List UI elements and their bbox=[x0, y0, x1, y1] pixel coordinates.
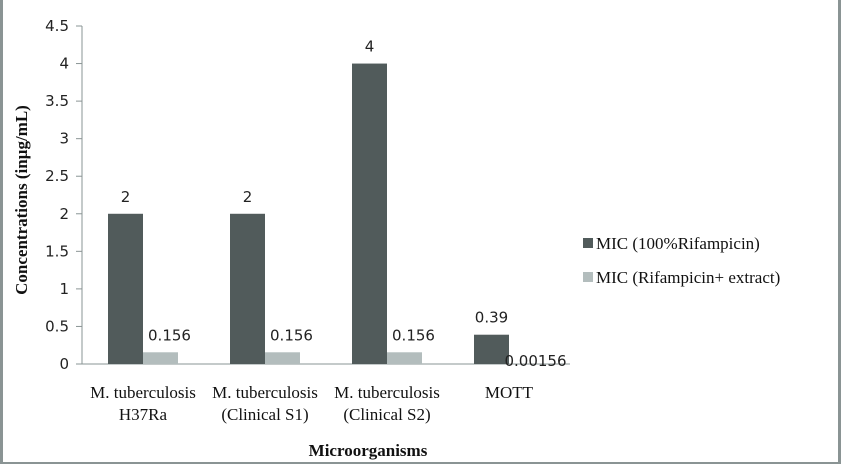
y-tick-label: 2.5 bbox=[45, 167, 69, 185]
legend-label: MIC (Rifampicin+ extract) bbox=[596, 268, 780, 287]
y-tick-label: 3.5 bbox=[45, 92, 69, 110]
bar-rifampicin bbox=[230, 213, 265, 364]
bar-extract bbox=[387, 352, 422, 364]
x-tick-label: MOTT bbox=[485, 383, 534, 402]
data-label: 2 bbox=[121, 188, 131, 206]
data-label: 0.156 bbox=[148, 326, 191, 344]
x-tick-label: M. tuberculosis bbox=[334, 383, 440, 402]
x-tick-label: (Clinical S2) bbox=[343, 405, 430, 424]
x-tick-label: H37Ra bbox=[119, 405, 168, 424]
legend-swatch bbox=[583, 238, 593, 248]
y-tick-label: 0.5 bbox=[45, 317, 69, 335]
y-tick-label: 1.5 bbox=[45, 242, 69, 260]
bar-rifampicin bbox=[352, 63, 387, 365]
legend-swatch bbox=[583, 272, 593, 282]
x-tick-label: M. tuberculosis bbox=[90, 383, 196, 402]
bar-extract bbox=[265, 352, 300, 364]
y-tick-label: 3 bbox=[59, 130, 69, 148]
y-axis-title: Concentrations (inµg/mL) bbox=[12, 105, 31, 295]
y-tick-label: 4.5 bbox=[45, 17, 69, 35]
y-tick-label: 4 bbox=[59, 55, 69, 73]
data-label: 0.156 bbox=[392, 326, 435, 344]
x-tick-label: M. tuberculosis bbox=[212, 383, 318, 402]
x-axis-title: Microorganisms bbox=[309, 441, 428, 460]
bar-chart: 0 0.5 1 1.5 2 2.5 3 3.5 4 4.5 M. tuberculosis H37Ra… bbox=[12, 17, 780, 460]
data-label: 4 bbox=[365, 38, 375, 56]
legend-label: MIC (100%Rifampicin) bbox=[596, 234, 760, 253]
y-tick-label: 1 bbox=[59, 280, 69, 298]
data-label: 0.00156 bbox=[504, 352, 566, 370]
data-label: 0.156 bbox=[270, 326, 313, 344]
y-tick-label: 0 bbox=[59, 355, 69, 373]
bar-extract bbox=[143, 352, 178, 364]
x-tick-label: (Clinical S1) bbox=[221, 405, 308, 424]
bar-rifampicin bbox=[474, 334, 509, 364]
data-label: 0.39 bbox=[475, 309, 508, 327]
y-tick-label: 2 bbox=[59, 205, 69, 223]
data-label: 2 bbox=[243, 188, 253, 206]
bar-rifampicin bbox=[108, 213, 143, 364]
